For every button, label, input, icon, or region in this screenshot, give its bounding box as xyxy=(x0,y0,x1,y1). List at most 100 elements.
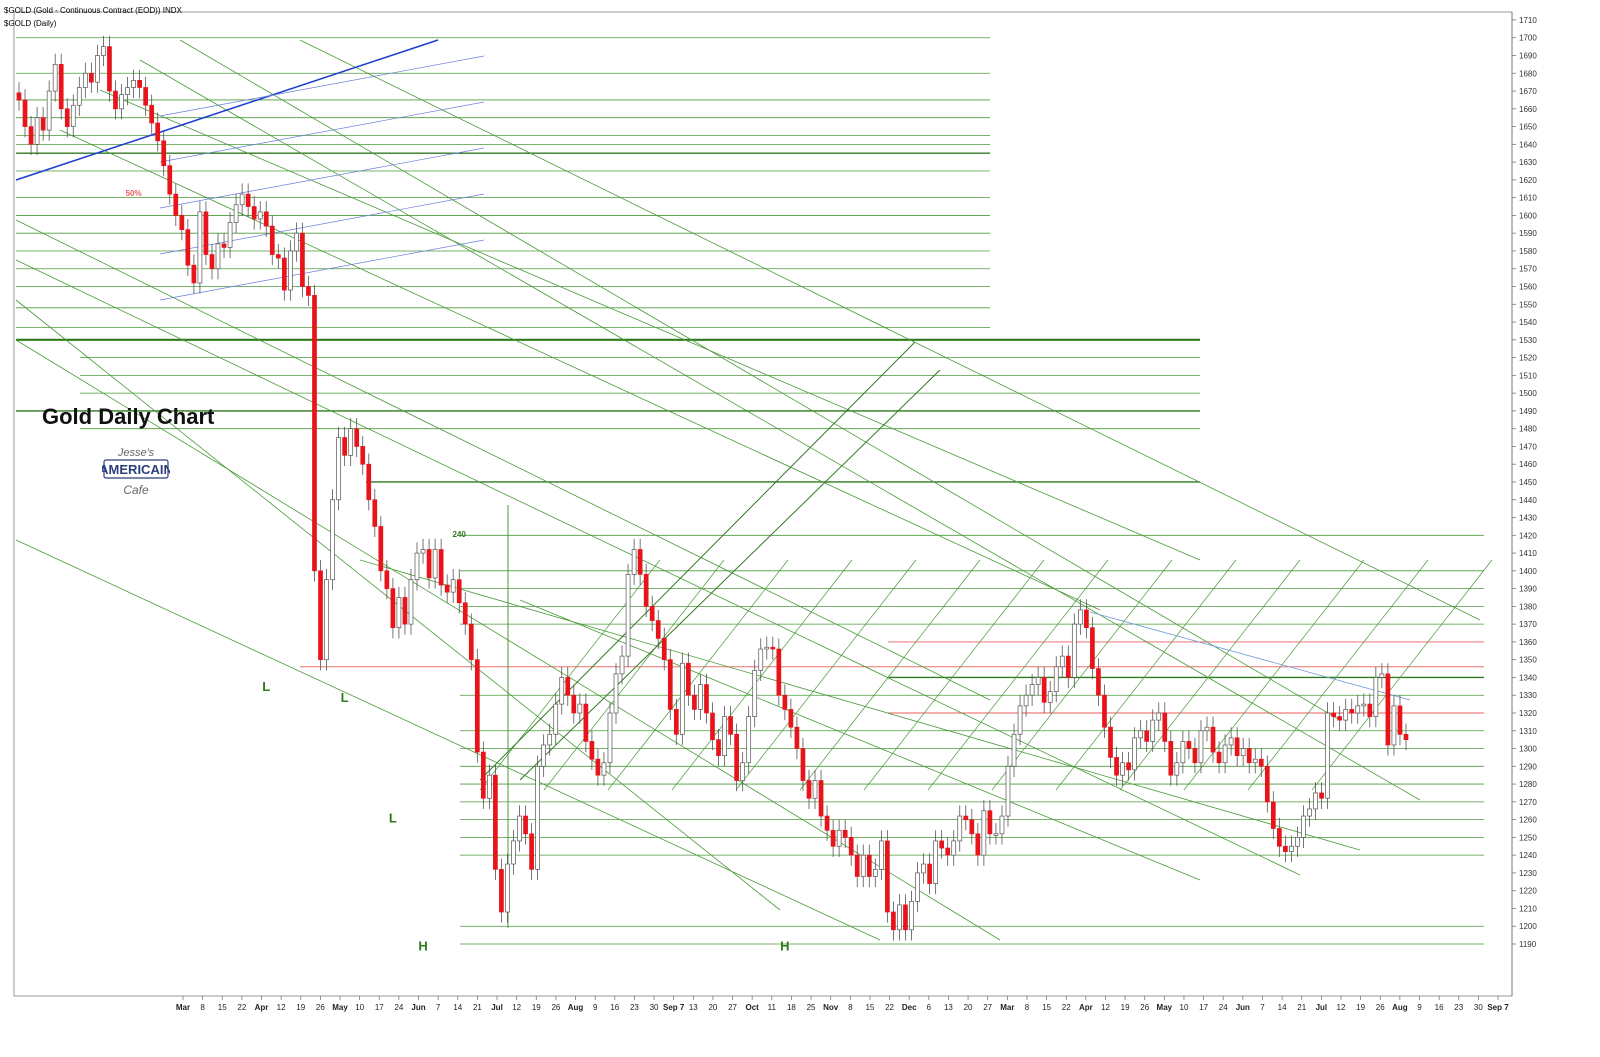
x-tick-label: 23 xyxy=(1454,1003,1463,1012)
x-tick-label: 26 xyxy=(1140,1003,1149,1012)
candle-down xyxy=(480,751,486,799)
y-tick-label: 1370 xyxy=(1519,620,1537,629)
candle-down xyxy=(583,703,589,742)
candle-down xyxy=(269,225,275,255)
candle-down xyxy=(251,206,257,220)
x-tick-label: Aug xyxy=(568,1003,584,1012)
x-tick-label: 14 xyxy=(1278,1003,1287,1012)
candle-down xyxy=(1186,741,1192,749)
x-tick-label: Jul xyxy=(1316,1003,1328,1012)
x-tick-label: 26 xyxy=(1376,1003,1385,1012)
candle-up xyxy=(1078,609,1083,625)
down-channel-line xyxy=(359,559,1361,851)
candle-up xyxy=(1240,748,1246,756)
y-tick-label: 1460 xyxy=(1519,460,1537,469)
x-tick-label: May xyxy=(1157,1003,1173,1012)
candle-up xyxy=(1005,765,1011,817)
candle-up xyxy=(1198,730,1204,764)
candle-down xyxy=(529,833,534,870)
candle-down xyxy=(818,780,824,817)
trend-channels xyxy=(15,39,1493,941)
candle-up xyxy=(860,854,866,877)
blue-channel-line xyxy=(159,193,485,255)
candle-up xyxy=(288,250,293,291)
candle-up xyxy=(999,815,1005,835)
candle-up xyxy=(1180,741,1186,764)
candle-down xyxy=(499,869,504,913)
x-tick-label: Apr xyxy=(1079,1003,1093,1012)
candle-down xyxy=(655,620,661,639)
candle-down xyxy=(1210,726,1216,753)
candle-down xyxy=(221,243,227,248)
candle-up xyxy=(921,863,926,874)
y-tick-label: 1420 xyxy=(1519,531,1537,540)
candle-up xyxy=(487,774,492,799)
y-tick-label: 1520 xyxy=(1519,354,1537,363)
candle-up xyxy=(420,549,426,554)
candle-up xyxy=(740,762,746,781)
y-tick-label: 1630 xyxy=(1519,158,1537,167)
candle-down xyxy=(1397,705,1403,735)
candle-down xyxy=(1349,709,1355,714)
candle-down xyxy=(1258,758,1264,767)
x-tick-label: 16 xyxy=(1435,1003,1444,1012)
y-axis: 1190 1200 1210 1220 1230 1240 1250 1260 1270 1280… xyxy=(1512,16,1537,949)
candle-up xyxy=(836,829,842,847)
x-tick-label: 12 xyxy=(1101,1003,1110,1012)
x-tick-label: 22 xyxy=(885,1003,894,1012)
x-tick-label: 30 xyxy=(1474,1003,1483,1012)
x-tick-label: 21 xyxy=(473,1003,482,1012)
candle-up xyxy=(559,677,565,705)
candle-up xyxy=(70,104,76,127)
x-tick-label: Sep 7 xyxy=(1487,1003,1509,1012)
candle-down xyxy=(945,847,951,856)
candle-up xyxy=(1204,726,1210,732)
candle-up xyxy=(1138,730,1144,739)
candle-down xyxy=(848,837,854,856)
candle-down xyxy=(384,570,390,589)
candle-up xyxy=(1373,677,1379,717)
y-tick-label: 1470 xyxy=(1519,442,1537,451)
candle-down xyxy=(1084,609,1089,629)
candle-up xyxy=(1035,677,1041,685)
y-tick-label: 1700 xyxy=(1519,34,1537,43)
y-tick-label: 1540 xyxy=(1519,318,1537,327)
x-tick-label: 12 xyxy=(512,1003,521,1012)
candle-down xyxy=(16,92,22,101)
x-tick-label: 27 xyxy=(728,1003,737,1012)
candle-up xyxy=(1120,762,1125,776)
x-tick-label: Aug xyxy=(1392,1003,1408,1012)
candle-down xyxy=(589,741,595,760)
x-tick-label: 27 xyxy=(983,1003,992,1012)
candle-up xyxy=(1228,737,1234,746)
candle-up xyxy=(764,646,770,650)
x-tick-label: 10 xyxy=(355,1003,364,1012)
chart-symbol-header: $GOLD (Gold - Continuous Contract (EOD))… xyxy=(4,6,182,15)
candle-down xyxy=(987,810,993,835)
y-tick-label: 1550 xyxy=(1519,300,1537,309)
candle-up xyxy=(1355,705,1361,714)
candle-up xyxy=(625,574,631,657)
x-tick-label: 18 xyxy=(787,1003,796,1012)
chart-annotation: 240 xyxy=(453,530,467,539)
y-tick-label: 1380 xyxy=(1519,602,1537,611)
candle-down xyxy=(1162,712,1168,742)
candle-up xyxy=(1150,719,1156,742)
candle-down xyxy=(1216,751,1222,764)
candle-down xyxy=(89,72,94,83)
candle-up xyxy=(1252,758,1258,764)
candle-down xyxy=(28,126,34,145)
candle-up xyxy=(553,703,559,735)
candle-down xyxy=(378,526,384,572)
candle-down xyxy=(40,117,46,131)
candle-up xyxy=(239,193,245,206)
horizontal-levels xyxy=(16,37,1484,945)
y-tick-label: 1560 xyxy=(1519,283,1537,292)
candle-up xyxy=(1301,815,1306,838)
down-channel-line xyxy=(139,59,1421,801)
candle-down xyxy=(179,215,185,230)
y-tick-label: 1240 xyxy=(1519,851,1537,860)
candle-down xyxy=(710,712,715,740)
x-tick-label: 22 xyxy=(237,1003,246,1012)
y-tick-label: 1210 xyxy=(1519,904,1537,913)
